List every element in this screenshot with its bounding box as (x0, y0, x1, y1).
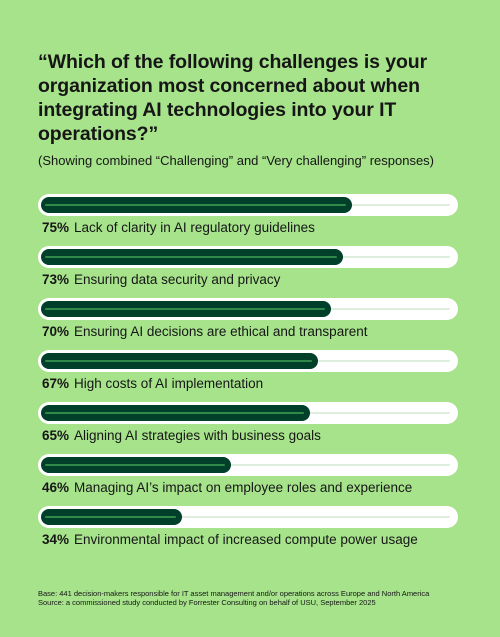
bar-track (38, 506, 458, 528)
bar-fill (41, 353, 318, 369)
bar-row: 67% High costs of AI implementation (38, 350, 458, 402)
bar-row: 75% Lack of clarity in AI regulatory guid… (38, 194, 458, 246)
footnote-base: Base: 441 decision-makers responsible fo… (38, 589, 430, 598)
footnote-source: Source: a commissioned study conducted b… (38, 598, 376, 607)
bar-row: 73% Ensuring data security and privacy (38, 246, 458, 298)
bar-track (38, 350, 458, 372)
bar-label: 75% Lack of clarity in AI regulatory guid… (42, 220, 315, 236)
bar-category-label: Ensuring data security and privacy (74, 272, 281, 287)
bar-track (38, 194, 458, 216)
bar-label: 67% High costs of AI implementation (42, 376, 263, 392)
bar-value-label: 67% (42, 376, 70, 391)
bar-label: 65% Aligning AI strategies with business … (42, 428, 321, 444)
bar-fill (41, 405, 310, 421)
bar-category-label: Managing AI’s impact on employee roles a… (74, 480, 413, 495)
bar-category-label: Environmental impact of increased comput… (74, 532, 418, 547)
bar-row: 34% Environmental impact of increased com… (38, 506, 458, 558)
bar-fill (41, 197, 352, 213)
bar-fill (41, 301, 331, 317)
chart-subtitle: (Showing combined “Challenging” and “Ver… (38, 153, 434, 168)
bar-category-label: High costs of AI implementation (74, 376, 264, 391)
bar-fill (41, 249, 343, 265)
bar-value-label: 65% (42, 428, 70, 443)
bar-fill (41, 509, 182, 525)
bar-chart: 75% Lack of clarity in AI regulatory guid… (38, 194, 458, 558)
bar-label: 70% Ensuring AI decisions are ethical and… (42, 324, 367, 340)
footnote: Base: 441 decision-makers responsible fo… (38, 589, 478, 607)
bar-label: 34% Environmental impact of increased com… (42, 532, 418, 548)
bar-row: 65% Aligning AI strategies with business … (38, 402, 458, 454)
bar-category-label: Lack of clarity in AI regulatory guideli… (74, 220, 315, 235)
bar-label: 73% Ensuring data security and privacy (42, 272, 280, 288)
question-title: “Which of the following challenges is yo… (38, 51, 428, 145)
bar-track (38, 298, 458, 320)
bar-label: 46% Managing AI’s impact on employee role… (42, 480, 412, 496)
bar-value-label: 73% (42, 272, 70, 287)
bar-track (38, 454, 458, 476)
bar-value-label: 70% (42, 324, 70, 339)
bar-row: 70% Ensuring AI decisions are ethical and… (38, 298, 458, 350)
bar-value-label: 46% (42, 480, 70, 495)
bar-row: 46% Managing AI’s impact on employee role… (38, 454, 458, 506)
bar-track (38, 246, 458, 268)
bar-value-label: 75% (42, 220, 70, 235)
bar-category-label: Ensuring AI decisions are ethical and tr… (74, 324, 368, 339)
bar-fill (41, 457, 231, 473)
bar-category-label: Aligning AI strategies with business goa… (74, 428, 321, 443)
bar-track (38, 402, 458, 424)
bar-value-label: 34% (42, 532, 70, 547)
